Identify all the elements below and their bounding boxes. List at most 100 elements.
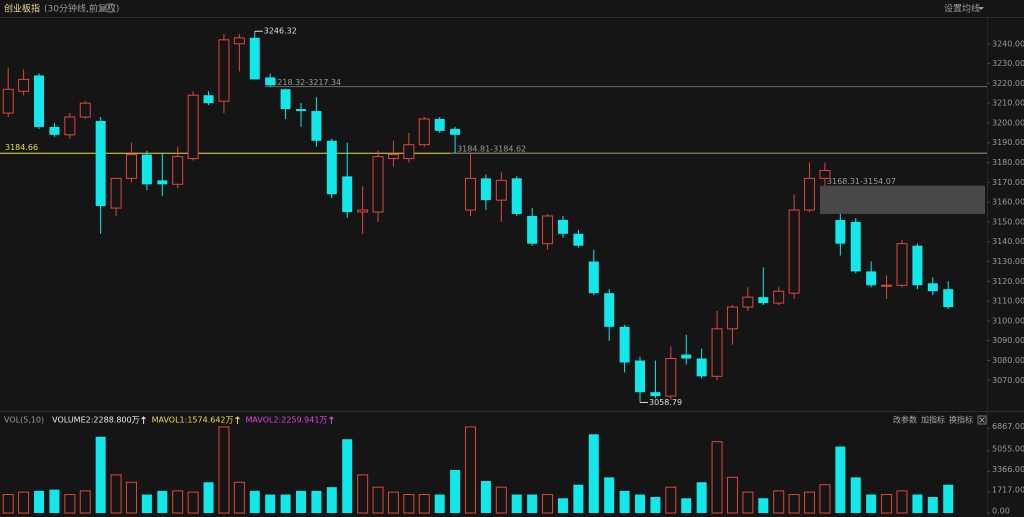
volume-bar [326,487,337,513]
candle-body [110,177,122,209]
volume-bar [157,490,168,513]
legend-entry: VOLUME2:2288.800万 [52,416,139,425]
volume-bar [896,490,908,514]
candle-body [511,178,522,214]
volume-bar [311,490,322,513]
candle-body [233,37,245,45]
candle-body [18,78,30,92]
settings-icon[interactable] [105,3,115,13]
candle-body [95,120,106,207]
chart-subtitle: (30分钟线,前复权) [44,3,119,15]
candle-body [141,154,152,185]
volume-bar [665,486,677,514]
candle-body [465,177,477,211]
volume-bar [912,494,923,513]
volume-panel: VOL(5,10) VOLUME2:2288.800万 MAVOL1:1574.64… [2,415,1024,516]
price-panel: 3070.00 3080.00 3090.00 3100.00 3110.00 3120.… [0,27,1024,407]
volume-bar [866,494,877,513]
setting-button[interactable]: 设置均线 [944,3,980,15]
volume-bar [943,484,954,513]
volume-bar [758,498,769,513]
volume-bar [835,446,846,513]
volume-bar [650,497,661,513]
volume-bar [249,490,260,513]
volume-bar [172,490,184,514]
volume-bar [125,481,137,514]
chart-title: 创业板指 [4,3,40,15]
candle-body [557,219,568,234]
legend-arrow [329,416,334,424]
volume-bar [850,477,861,513]
volume-bar [742,491,754,514]
volume-bar [881,494,893,514]
volume-bar [110,474,122,514]
candle-body [588,261,599,294]
y-tick-label: 3130.00 [992,257,1024,266]
volume-bar [557,498,568,513]
y-tick-label: 6867.00 [992,422,1024,431]
y-tick-label: 3150.00 [992,217,1024,226]
candle-body [187,94,199,160]
volume-bar [480,481,491,513]
candle-body [157,180,168,185]
volume-bar [573,484,584,513]
candle-body [125,154,137,179]
candle-body [788,209,800,294]
candle-body [773,290,785,304]
candle-body [434,118,445,131]
tool-button[interactable]: 加指标 [921,415,945,425]
volume-bar [495,486,507,514]
extreme-label: 3058.79 [649,398,682,407]
candle-body [758,297,769,304]
candle-body [943,289,954,308]
volume-bar [588,434,599,513]
volume-bar [788,494,800,514]
candle-body [866,271,877,286]
candle-body [696,358,707,377]
candle-body [357,209,369,213]
volume-bar [511,494,522,513]
candle-body [650,392,661,397]
dropdown-arrow[interactable] [978,7,984,10]
close-icon[interactable] [977,415,987,425]
volume-bar [64,494,76,514]
volume-bar [295,490,306,513]
volume-bar [372,486,384,514]
tool-button[interactable]: 换指标 [949,415,973,425]
volume-bar [342,439,353,513]
close-cross[interactable] [979,417,985,423]
volume-bar [927,497,938,513]
volume-bar [95,436,106,513]
gap-label: 3168.31-3154.07 [827,177,896,186]
candle-body [2,88,14,114]
candle-body [265,77,276,86]
candle-body [819,169,831,179]
volume-bar [819,484,831,514]
candle-body [326,140,337,195]
candle-body [280,89,291,110]
y-tick-label: 3070.00 [992,376,1024,385]
y-tick-label: 0.00 [992,507,1010,516]
volume-bar [711,441,723,514]
candle-body [619,326,630,363]
y-tick-label: 3110.00 [992,297,1024,306]
volume-bar [280,494,291,513]
candle-body [203,95,214,104]
candle-body [881,284,893,287]
volume-bar [357,474,369,514]
y-tick-label: 3140.00 [992,237,1024,246]
tool-button[interactable]: 改参数 [893,415,917,425]
y-tick-label: 3090.00 [992,336,1024,345]
legend-entry: MAVOL1:1574.642万 [152,416,234,425]
legend-arrow [141,416,146,424]
volume-bar [18,491,30,514]
volume-bar [635,494,646,513]
gap-label: 3218.32-3217.34 [272,78,341,87]
candle-body [542,215,554,245]
volume-bar [233,481,245,514]
y-tick-label: 5055.00 [992,444,1024,453]
volume-bar [804,491,816,514]
volume-bar [604,477,615,513]
volume-bar [2,494,14,514]
